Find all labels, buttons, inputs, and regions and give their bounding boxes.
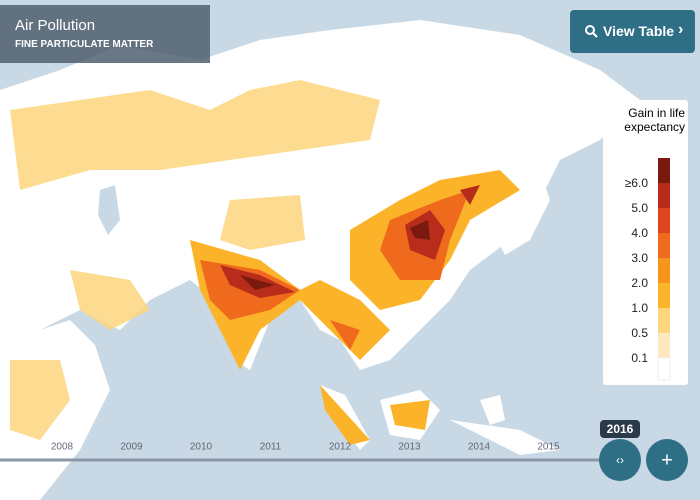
land-japan xyxy=(500,170,550,255)
pollution-severe xyxy=(220,185,480,298)
current-year-badge xyxy=(600,420,640,438)
legend-label: 2.0 xyxy=(631,276,648,290)
legend-swatch xyxy=(658,308,670,333)
zoom-in-button[interactable] xyxy=(646,439,688,481)
legend-label: 5.0 xyxy=(631,201,648,215)
subtitle: FINE PARTICULATE MATTER xyxy=(15,39,154,50)
legend-swatch-empty xyxy=(657,357,671,381)
pollution-high xyxy=(200,190,470,350)
timeline-year: 2011 xyxy=(260,442,282,453)
legend-swatch xyxy=(658,333,670,358)
legend-swatch xyxy=(658,283,670,308)
timeline-year: 2015 xyxy=(537,442,560,453)
view-table-button[interactable]: View Table › xyxy=(570,10,695,53)
pollution-extreme xyxy=(240,220,430,290)
play-button[interactable] xyxy=(599,439,641,481)
legend-label: 0.1 xyxy=(631,351,648,365)
timeline-year: 2010 xyxy=(190,442,213,453)
chevron: › xyxy=(678,21,684,38)
legend: Gain in life expectancy ≥6.0 5.0 4.0 3.0 2.0… xyxy=(603,100,688,385)
legend-swatch xyxy=(658,183,670,208)
legend-swatch xyxy=(658,233,670,258)
title: Air Pollution xyxy=(15,17,96,34)
land-caspian xyxy=(98,185,120,235)
legend-label: 1.0 xyxy=(631,301,648,315)
legend-swatch xyxy=(658,208,670,233)
legend-label: 3.0 xyxy=(631,251,648,265)
legend-label: 0.5 xyxy=(631,326,648,340)
pollution-light xyxy=(10,80,380,440)
legend-swatch xyxy=(658,158,670,183)
legend-swatch xyxy=(658,258,670,283)
legend-title: Gain in life expectancy xyxy=(624,106,685,134)
view-table-label: View Table xyxy=(603,23,675,39)
zoom-in-icon: + xyxy=(661,449,673,471)
title-box: Air Pollution FINE PARTICULATE MATTER xyxy=(0,5,210,63)
legend-label: 4.0 xyxy=(631,226,648,240)
play-icon: ‹› xyxy=(616,453,624,467)
current-year: 2016 xyxy=(607,422,634,436)
search-icon xyxy=(585,25,598,38)
timeline-year: 2009 xyxy=(120,442,143,453)
legend-label: ≥6.0 xyxy=(625,176,649,190)
timeline-year: 2012 xyxy=(329,442,352,453)
timeline-year: 2008 xyxy=(51,442,74,453)
land-indonesia xyxy=(320,385,560,455)
timeline: 2016 ‹› + 2008 2009 2010 2011 2012 2013 2014 20… xyxy=(0,420,688,481)
timeline-year: 2013 xyxy=(398,442,421,453)
timeline-year: 2014 xyxy=(468,442,491,453)
legend-scale: ≥6.0 5.0 4.0 3.0 2.0 1.0 0.5 0.1 xyxy=(625,158,671,381)
